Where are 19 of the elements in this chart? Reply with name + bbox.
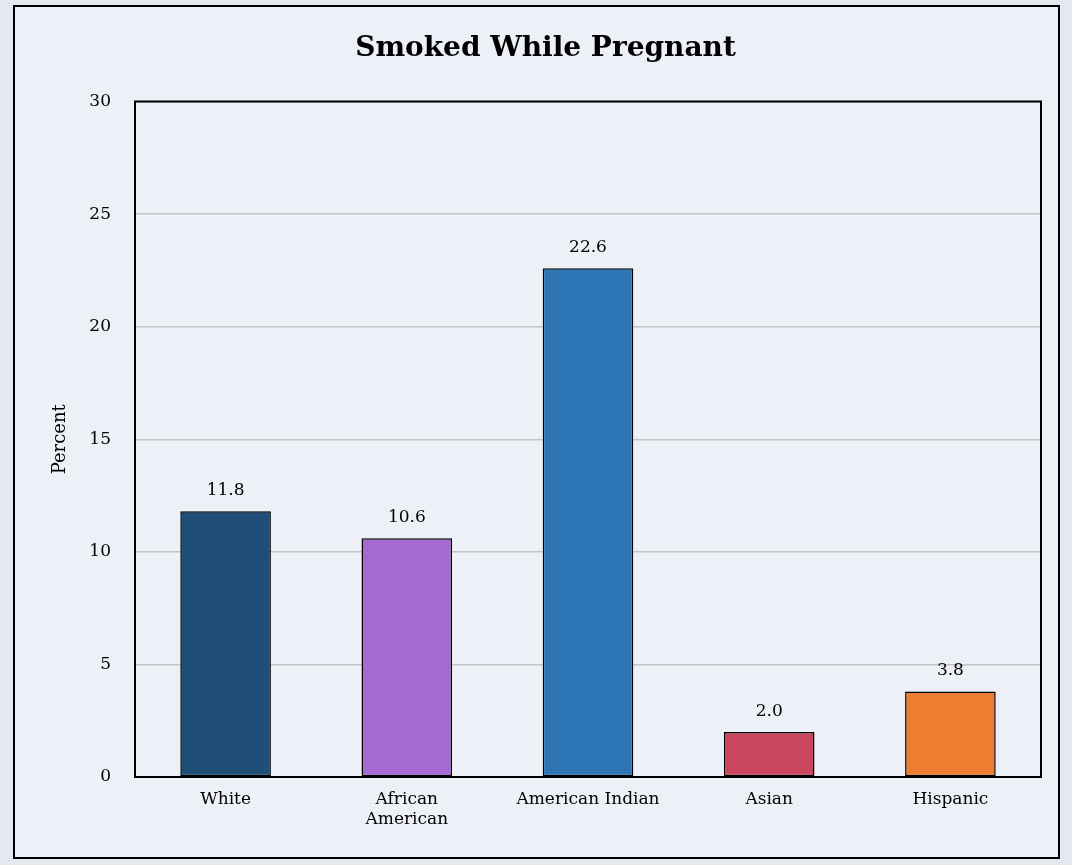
x-tick-label: Asian — [744, 787, 794, 808]
y-tick-label: 30 — [89, 90, 111, 111]
data-label: 2.0 — [755, 699, 783, 720]
chart-title: Smoked While Pregnant — [355, 30, 736, 64]
y-tick-label: 20 — [89, 315, 111, 336]
y-tick-label: 0 — [100, 765, 111, 786]
data-label: 3.8 — [936, 659, 964, 680]
y-axis-title: Percent — [48, 403, 70, 475]
x-tick-label: African American — [364, 787, 449, 829]
data-label: 22.6 — [569, 236, 607, 257]
data-label: 10.6 — [387, 506, 426, 527]
y-tick-label: 15 — [89, 427, 111, 448]
x-tick-label: Hispanic — [912, 787, 989, 808]
x-tick-label: American Indian — [515, 787, 660, 808]
data-label: 11.8 — [206, 479, 245, 500]
y-tick-label: 10 — [89, 540, 111, 561]
y-tick-label: 25 — [89, 202, 111, 223]
x-tick-label: White — [200, 787, 251, 808]
y-tick-label: 5 — [100, 652, 111, 673]
